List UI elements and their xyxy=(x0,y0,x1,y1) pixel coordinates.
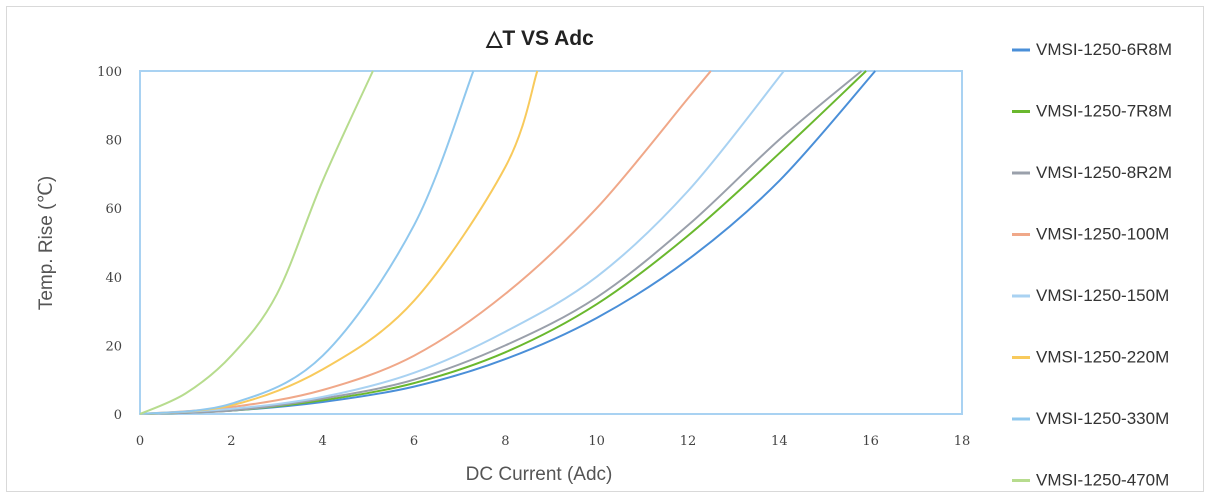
x-tick-label: 4 xyxy=(319,434,327,449)
x-axis-title: DC Current (Adc) xyxy=(466,464,613,485)
x-tick-label: 10 xyxy=(588,434,605,449)
y-tick-labels: 0 20 40 60 80 100 xyxy=(97,65,122,423)
x-tick-labels: 0 2 4 6 8 10 12 14 16 18 xyxy=(136,434,970,449)
legend-label: VMSI-1250-8R2M xyxy=(1036,163,1172,182)
y-tick-label: 60 xyxy=(105,202,122,217)
x-tick-label: 14 xyxy=(771,434,788,449)
legend-label: VMSI-1250-100M xyxy=(1036,225,1169,244)
y-tick-label: 80 xyxy=(105,134,122,149)
series-line xyxy=(139,70,712,415)
y-tick-label: 100 xyxy=(97,65,122,80)
x-tick-label: 12 xyxy=(680,434,697,449)
y-tick-label: 20 xyxy=(105,339,122,354)
series-line xyxy=(139,70,867,415)
legend-label: VMSI-1250-470M xyxy=(1036,471,1169,490)
legend-label: VMSI-1250-6R8M xyxy=(1036,40,1172,59)
y-tick-label: 40 xyxy=(105,271,122,286)
x-tick-label: 6 xyxy=(410,434,418,449)
chart-title: △T VS Adc xyxy=(485,27,594,50)
x-tick-label: 8 xyxy=(501,434,509,449)
y-axis-title: Temp. Rise (℃) xyxy=(36,176,57,310)
series-line xyxy=(139,70,785,415)
series-line xyxy=(139,70,539,415)
series-line xyxy=(139,70,863,415)
x-tick-label: 18 xyxy=(954,434,971,449)
series-lines xyxy=(139,70,876,415)
series-line xyxy=(139,70,475,415)
legend-label: VMSI-1250-330M xyxy=(1036,409,1169,428)
series-line xyxy=(139,70,876,415)
legend-label: VMSI-1250-7R8M xyxy=(1036,102,1172,121)
x-tick-label: 0 xyxy=(136,434,144,449)
series-line xyxy=(139,70,374,415)
x-tick-label: 2 xyxy=(227,434,235,449)
legend-label: VMSI-1250-220M xyxy=(1036,348,1169,367)
legend-label: VMSI-1250-150M xyxy=(1036,286,1169,305)
legend: VMSI-1250-6R8M VMSI-1250-7R8M VMSI-1250-8R… xyxy=(1012,40,1172,490)
plot-area-border xyxy=(139,70,963,415)
y-tick-label: 0 xyxy=(114,408,122,423)
x-tick-label: 16 xyxy=(862,434,879,449)
